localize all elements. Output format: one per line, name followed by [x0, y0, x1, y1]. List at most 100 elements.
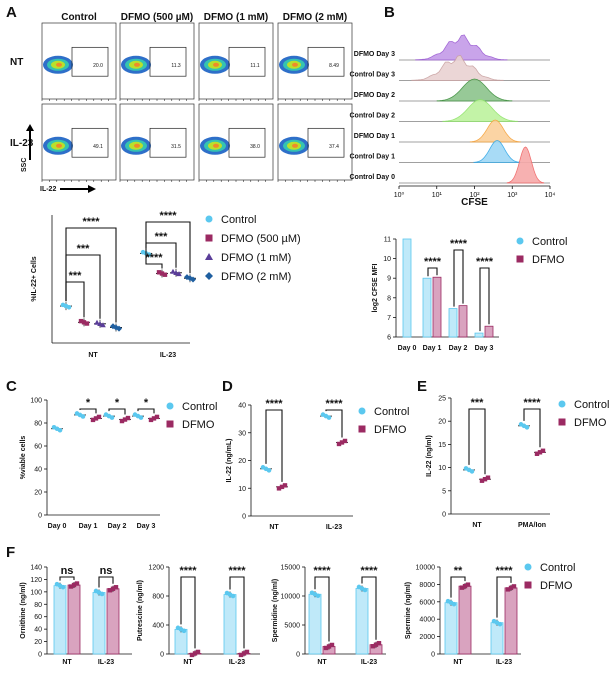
histogram [436, 78, 513, 102]
sig-bracket [79, 408, 97, 414]
x-category-label: Day 2 [108, 523, 127, 530]
data-point-dfmo [192, 651, 198, 656]
y-tick-label: 100 [30, 398, 42, 405]
flow-plot: 11.3 [119, 22, 195, 101]
population-core [292, 143, 298, 148]
sig-label: **** [325, 398, 343, 410]
chart-B-hist: 10⁰ 10¹ 10² 10³ 10⁴ CFSE DFMO Day 3 Control Day… [349, 34, 556, 208]
x-category-label: NT [62, 659, 72, 666]
sig-bracket [453, 249, 464, 307]
legend-marker [205, 272, 213, 280]
data-point [100, 322, 106, 328]
y-tick-label: 20 [34, 639, 42, 646]
sig-bracket [361, 576, 377, 640]
panel-label: F [6, 544, 15, 561]
data-point [156, 270, 162, 275]
track-label: Control Day 2 [349, 113, 395, 120]
y-axis-label: IL-22 (ng/ml) [426, 435, 433, 477]
sig-label: **** [313, 565, 331, 577]
data-point-dfmo [326, 644, 332, 649]
y-axis-label: %IL-22+ Cells [31, 256, 38, 301]
bar-dfmo [504, 587, 518, 655]
data-point-dfmo [276, 486, 282, 491]
data-point [176, 271, 182, 277]
data-point-control [230, 593, 236, 599]
legend-label: Control [221, 214, 256, 226]
data-point-dfmo [505, 587, 511, 592]
data-point-dfmo [282, 483, 288, 488]
data-point [97, 321, 103, 326]
track-label: DFMO Day 3 [354, 51, 395, 58]
legend-label: DFMO (500 µM) [221, 233, 301, 245]
data-point-dfmo [537, 450, 543, 455]
y-tick-label: 30 [238, 430, 246, 437]
y-tick-label: 10 [383, 256, 391, 263]
panel-label: C [6, 378, 17, 395]
y-tick-label: 60 [34, 614, 42, 621]
data-point-dfmo [336, 441, 342, 447]
y-tick-label: 0 [38, 513, 42, 520]
y-tick-label: 0 [160, 652, 164, 659]
sig-bracket [145, 248, 163, 269]
gate-box [307, 127, 345, 158]
bar-control [174, 628, 188, 655]
data-point-dfmo [279, 484, 285, 490]
chart-D: 0 10 20 30 40 IL-22 (ng/mL) NT **** IL-23 **** [226, 398, 353, 531]
x-category-label: NT [269, 524, 279, 531]
y-axis-label: Spermine (ng/ml) [405, 582, 412, 639]
sig-label: **** [265, 398, 283, 410]
y-tick-label: 5000 [284, 623, 300, 630]
gate-value: 49.1 [93, 144, 103, 150]
data-point-dfmo [125, 415, 131, 421]
y-tick-label: 0 [296, 652, 300, 659]
bar-control [448, 308, 458, 338]
sig-label: ns [100, 565, 113, 577]
track-label: Control Day 1 [349, 154, 395, 161]
histogram [415, 34, 508, 61]
track-label: DFMO Day 1 [354, 133, 395, 140]
x-category-label: Day 1 [79, 523, 98, 530]
sig-label: **** [424, 256, 442, 268]
data-point [94, 319, 100, 325]
data-point-dfmo [479, 478, 485, 483]
sig-bracket [137, 408, 155, 414]
x-category-label: Day 2 [449, 345, 468, 352]
data-point-dfmo [148, 417, 154, 423]
y-tick-label: 8000 [419, 582, 435, 589]
x-tick-label: 10⁴ [545, 192, 556, 199]
gate-box [71, 127, 109, 158]
bar-control [474, 332, 484, 338]
flow-plot: 49.1 [41, 103, 117, 182]
legend-label: DFMO [532, 254, 565, 266]
bar-control [308, 593, 322, 655]
bar-dfmo [106, 588, 120, 655]
gate-value: 8.49 [329, 63, 339, 69]
sig-label: *** [77, 243, 91, 255]
x-category-label: Day 3 [475, 345, 494, 352]
population-core [292, 62, 298, 67]
legend-marker [205, 234, 213, 242]
x-category-label: IL-23 [160, 352, 176, 359]
data-point [84, 321, 90, 326]
legend-label: Control [374, 406, 409, 418]
data-point-dfmo [68, 584, 74, 589]
panel-label: B [384, 4, 395, 21]
x-category-label: NT [317, 659, 327, 666]
y-axis-label: Putrescine (ng/ml) [137, 580, 144, 641]
data-point-control [266, 468, 272, 473]
data-point-control [60, 584, 66, 590]
flow-grid: Control DFMO (500 µM) DFMO (1 mM) DFMO (2 m… [10, 12, 353, 193]
population-core [134, 143, 140, 148]
y-tick-label: 80 [34, 602, 42, 609]
panel-label: D [222, 378, 233, 395]
bar-dfmo [432, 276, 442, 338]
histogram [469, 119, 521, 143]
legend-label: DFMO [574, 417, 607, 429]
y-axis-label: %viable cells [20, 436, 27, 480]
legend: Control DFMO (500 µM) DFMO (1 mM) DFMO (2 m… [205, 214, 301, 283]
y-tick-label: 20 [34, 490, 42, 497]
y-tick-label: 0 [431, 652, 435, 659]
data-point-dfmo [195, 649, 201, 655]
